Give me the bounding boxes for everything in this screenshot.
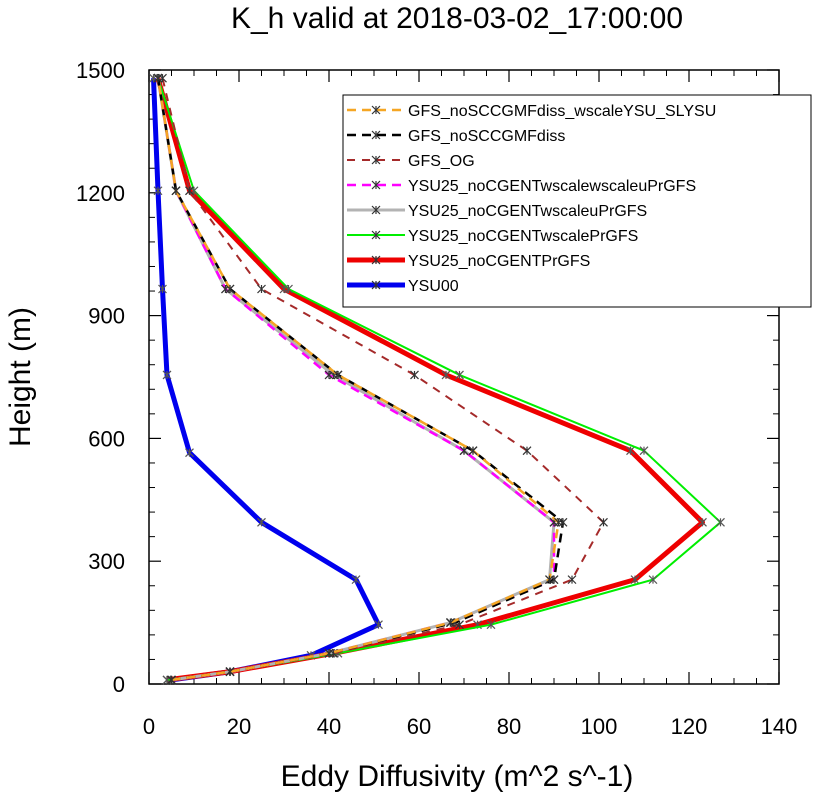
data-point bbox=[410, 370, 419, 380]
data-point bbox=[257, 284, 266, 294]
data-point bbox=[455, 370, 464, 380]
data-point bbox=[162, 370, 172, 380]
x-axis-title: Eddy Diffusivity (m^2 s^-1) bbox=[281, 760, 634, 793]
data-point bbox=[185, 448, 194, 458]
legend-label: YSU00 bbox=[408, 278, 459, 295]
data-point bbox=[558, 517, 568, 527]
data-point bbox=[185, 186, 194, 196]
data-point bbox=[567, 575, 577, 585]
legend-marker bbox=[371, 280, 381, 290]
legend-label: GFS_noSCCGMFdiss bbox=[408, 128, 565, 145]
legend-label: YSU25_noCGENTPrGFS bbox=[408, 253, 590, 270]
data-point bbox=[257, 517, 266, 527]
legend: GFS_noSCCGMFdiss_wscaleYSU_SLYSU GFS_noSC… bbox=[342, 94, 812, 308]
legend-marker bbox=[371, 205, 381, 215]
data-point bbox=[153, 186, 163, 196]
data-point bbox=[333, 370, 343, 380]
data-point bbox=[446, 618, 455, 628]
legend-entry: YSU25_noCGENTPrGFS bbox=[347, 253, 590, 270]
legend-label: YSU25_noCGENTwscaleuPrGFS bbox=[408, 203, 647, 220]
legend-label: YSU25_noCGENTwscalePrGFS bbox=[408, 228, 638, 245]
data-point bbox=[158, 284, 167, 294]
data-point bbox=[153, 73, 163, 83]
data-point bbox=[486, 620, 496, 630]
y-tick-label: 1200 bbox=[76, 181, 125, 206]
data-point bbox=[639, 446, 649, 456]
data-point bbox=[284, 284, 293, 294]
legend-marker bbox=[371, 255, 381, 265]
legend-entry: YSU00 bbox=[347, 278, 459, 295]
legend-entry: YSU25_noCGENTwscaleuPrGFS bbox=[347, 203, 647, 220]
series-0 bbox=[153, 73, 563, 685]
data-point bbox=[626, 446, 635, 456]
legend-marker bbox=[371, 180, 381, 190]
y-tick-label: 900 bbox=[88, 304, 125, 329]
legend-entry: GFS_OG bbox=[347, 153, 475, 170]
legend-marker bbox=[371, 155, 381, 165]
y-tick-label: 1500 bbox=[76, 58, 125, 83]
data-point bbox=[630, 575, 640, 585]
y-axis-title: Height (m) bbox=[4, 307, 37, 447]
data-point bbox=[171, 186, 181, 196]
series-layer bbox=[149, 73, 725, 685]
data-point bbox=[716, 517, 725, 527]
data-point bbox=[351, 575, 361, 585]
legend-entry: GFS_noSCCGMFdiss_wscaleYSU_SLYSU bbox=[347, 103, 716, 120]
data-point bbox=[441, 370, 451, 380]
legend-entry: YSU25_noCGENTwscalewscaleuPrGFS bbox=[347, 178, 696, 195]
data-point bbox=[698, 517, 707, 527]
x-tick-label: 120 bbox=[671, 714, 708, 739]
data-point bbox=[374, 620, 383, 630]
legend-entry: GFS_noSCCGMFdiss bbox=[347, 128, 565, 145]
data-point bbox=[225, 284, 235, 294]
data-point bbox=[324, 648, 334, 658]
legend-label: GFS_noSCCGMFdiss_wscaleYSU_SLYSU bbox=[408, 103, 716, 120]
legend-label: YSU25_noCGENTwscalewscaleuPrGFS bbox=[408, 178, 696, 195]
x-tick-label: 140 bbox=[761, 714, 798, 739]
x-tick-label: 20 bbox=[227, 714, 251, 739]
x-tick-label: 40 bbox=[317, 714, 341, 739]
x-tick-label: 100 bbox=[581, 714, 618, 739]
data-point bbox=[225, 667, 235, 677]
series-line bbox=[161, 77, 605, 681]
legend-entry: YSU25_noCGENTwscalePrGFS bbox=[347, 228, 638, 245]
legend-marker bbox=[371, 105, 381, 115]
data-point bbox=[545, 575, 554, 585]
data-point bbox=[167, 675, 176, 685]
legend-label: GFS_OG bbox=[408, 153, 475, 170]
data-point bbox=[522, 446, 532, 456]
y-tick-label: 0 bbox=[113, 672, 125, 697]
data-point bbox=[324, 370, 334, 380]
legend-box bbox=[342, 94, 812, 308]
data-point bbox=[648, 575, 658, 585]
legend-marker bbox=[371, 130, 381, 140]
y-tick-label: 300 bbox=[88, 549, 125, 574]
y-tick-label: 600 bbox=[88, 426, 125, 451]
x-tick-label: 80 bbox=[497, 714, 521, 739]
chart-title: K_h valid at 2018-03-02_17:00:00 bbox=[231, 2, 683, 35]
legend-marker bbox=[371, 230, 381, 240]
data-point bbox=[599, 517, 608, 527]
x-tick-label: 60 bbox=[407, 714, 431, 739]
data-point bbox=[554, 517, 563, 527]
data-point bbox=[468, 446, 478, 456]
x-tick-label: 0 bbox=[143, 714, 155, 739]
